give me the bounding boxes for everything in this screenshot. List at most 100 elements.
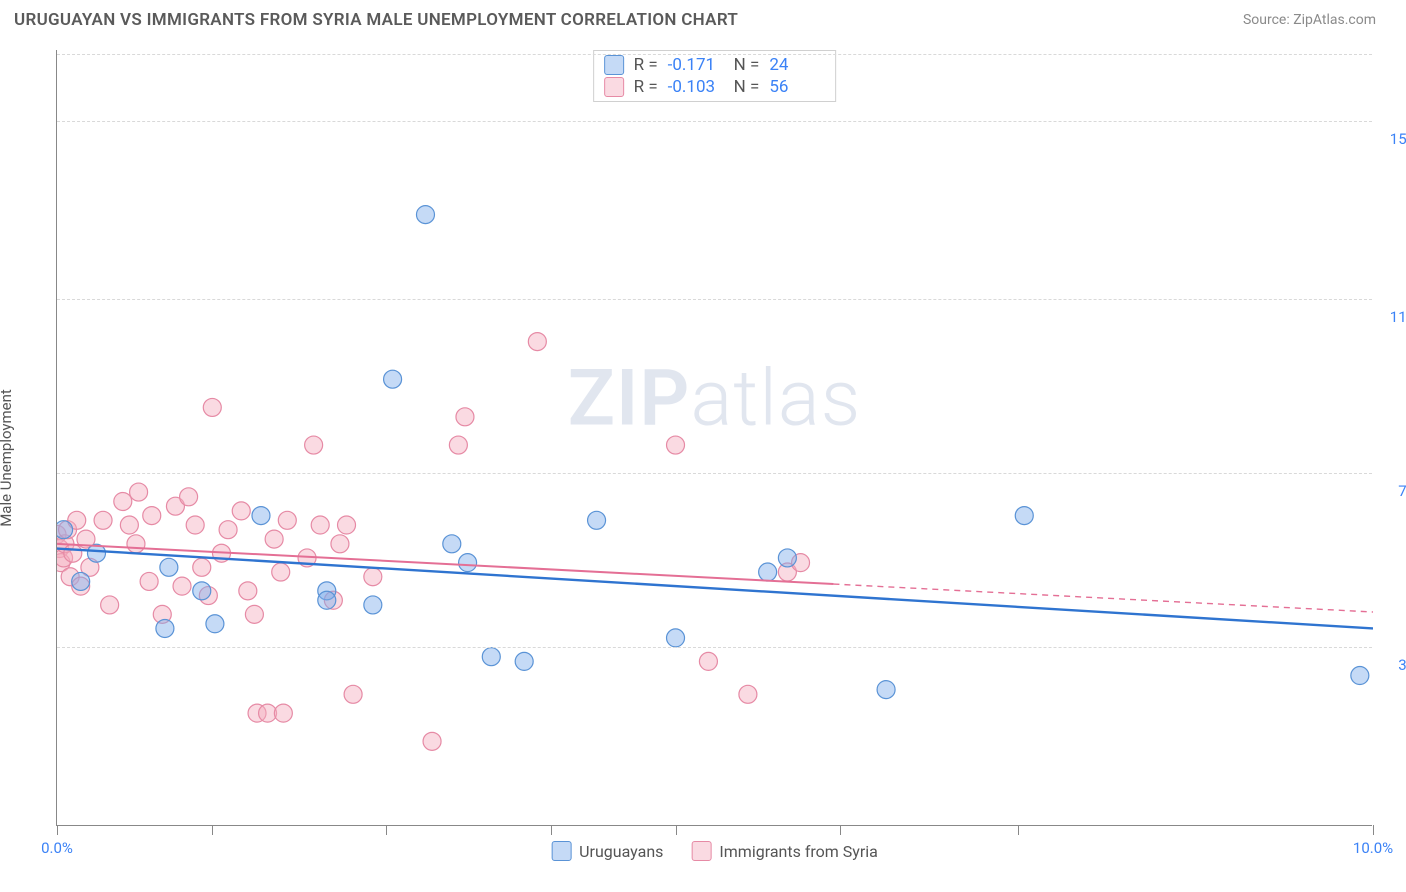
scatter-point [120,516,138,534]
scatter-point [331,535,349,553]
scatter-point [232,502,250,520]
scatter-point [206,615,224,633]
scatter-point [173,577,191,595]
scatter-point [186,516,204,534]
scatter-point [160,558,178,576]
gridline-h [57,473,1372,474]
ytick-label: 15.0% [1378,130,1406,148]
xtick [840,825,841,835]
scatter-point [57,521,73,539]
gridline-h [57,54,1372,55]
scatter-point [416,206,434,224]
scatter-point [699,652,717,670]
scatter-point [364,568,382,586]
legend-swatch [551,841,571,861]
plot-area: ZIPatlas R =-0.171N =24R =-0.103N =56 Ur… [56,50,1372,826]
scatter-point [265,530,283,548]
ytick-label: 7.5% [1378,482,1406,500]
scatter-point [759,563,777,581]
scatter-point [278,511,296,529]
series-swatch [604,55,624,75]
scatter-point [180,488,198,506]
scatter-point [193,558,211,576]
scatter-point [140,572,158,590]
scatter-point [667,436,685,454]
xtick-label: 10.0% [1353,839,1393,857]
scatter-point [94,511,112,529]
ytick-label: 3.8% [1378,656,1406,674]
stat-r-label: R = [634,77,658,97]
scatter-point [203,398,221,416]
legend-swatch [691,841,711,861]
stat-r-value: -0.103 [668,77,724,97]
scatter-point [384,370,402,388]
scatter-point [364,596,382,614]
trend-line-dashed [833,584,1373,612]
chart-title: URUGUAYAN VS IMMIGRANTS FROM SYRIA MALE … [14,10,738,30]
legend-item: Uruguayans [551,841,663,861]
scatter-point [1351,667,1369,685]
scatter-point [667,629,685,647]
scatter-point [305,436,323,454]
series-swatch [604,77,624,97]
stats-row: R =-0.103N =56 [604,77,826,97]
scatter-point [274,704,292,722]
scatter-point [443,535,461,553]
ytick-label: 11.2% [1378,308,1406,326]
xtick [212,825,213,835]
gridline-h [57,299,1372,300]
xtick [1373,825,1374,835]
scatter-point [459,554,477,572]
stat-n-label: N = [734,55,760,75]
xtick [676,825,677,835]
scatter-point [588,511,606,529]
scatter-point [1015,507,1033,525]
chart-header: URUGUAYAN VS IMMIGRANTS FROM SYRIA MALE … [0,0,1406,38]
bottom-legend: Uruguayans Immigrants from Syria [551,841,878,861]
scatter-point [193,582,211,600]
scatter-point [156,619,174,637]
scatter-point [482,648,500,666]
stat-r-label: R = [634,55,658,75]
stats-legend-box: R = -0.171 N = 24R = -0.103 N = 56 [593,50,837,102]
scatter-point [114,492,132,510]
scatter-point [130,483,148,501]
scatter-point [72,572,90,590]
scatter-point [101,596,119,614]
scatter-point [456,408,474,426]
legend-label: Immigrants from Syria [719,842,877,861]
scatter-point [449,436,467,454]
scatter-point [739,685,757,703]
stat-n-value: 24 [769,55,825,75]
xtick-label: 0.0% [41,839,73,857]
scatter-point [318,591,336,609]
scatter-point [245,605,263,623]
xtick [386,825,387,835]
gridline-h [57,121,1372,122]
scatter-point [338,516,356,534]
gridline-h [57,647,1372,648]
scatter-point [64,544,82,562]
scatter-point [219,521,237,539]
chart-container: Male Unemployment ZIPatlas R =-0.171N =2… [14,38,1394,878]
scatter-point [127,535,145,553]
scatter-point [272,563,290,581]
scatter-svg [57,50,1373,826]
scatter-point [344,685,362,703]
stat-r-value: -0.171 [668,55,724,75]
xtick [57,825,58,835]
scatter-point [423,732,441,750]
stats-row: R = -0.171 N = 24 [604,55,826,75]
scatter-point [311,516,329,534]
chart-source: Source: ZipAtlas.com [1243,12,1376,28]
scatter-point [877,681,895,699]
scatter-point [778,549,796,567]
scatter-point [528,333,546,351]
y-axis-label: Male Unemployment [0,389,15,527]
scatter-point [239,582,257,600]
scatter-point [515,652,533,670]
scatter-point [143,507,161,525]
stat-n-value: 56 [769,77,825,97]
scatter-point [252,507,270,525]
legend-item: Immigrants from Syria [691,841,877,861]
